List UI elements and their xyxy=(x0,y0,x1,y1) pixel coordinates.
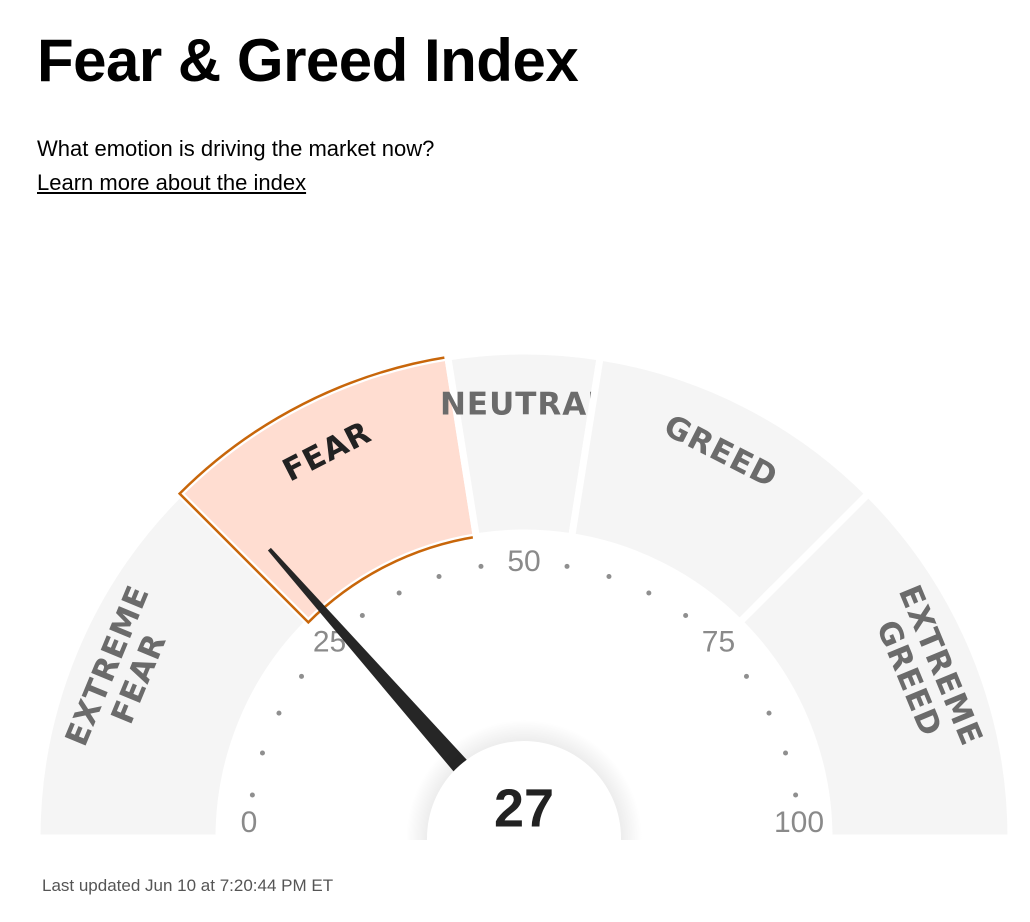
tick-label: 75 xyxy=(702,625,735,658)
center-disc xyxy=(427,741,621,840)
minor-tick-dot xyxy=(646,590,652,596)
title: Fear & Greed Index xyxy=(37,27,579,94)
minor-tick-dot xyxy=(683,613,689,619)
minor-tick-dot xyxy=(436,573,442,579)
footer: Last updated Jun 10 at 7:20:44 PM ET xyxy=(42,876,334,895)
minor-tick-dot xyxy=(606,573,612,579)
needle xyxy=(267,547,473,778)
minor-tick-dot xyxy=(249,792,255,798)
gauge-segment xyxy=(734,488,1015,840)
minor-tick-dot xyxy=(783,750,789,756)
minor-tick-dot xyxy=(793,792,799,798)
minor-tick-dot xyxy=(478,563,484,569)
tick-label: 100 xyxy=(774,806,824,839)
minor-tick-dot xyxy=(396,590,402,596)
minor-tick-dot xyxy=(743,673,749,679)
value-label: 27 xyxy=(494,778,554,838)
tick-label: 0 xyxy=(241,806,258,839)
minor-tick-dot xyxy=(766,710,772,716)
gauge-body: EXTREMEFEARFEARNEUTRALGREEDEXTREMEGREED0… xyxy=(33,347,1015,840)
tick-label: 50 xyxy=(507,545,540,578)
segment-label-line: NEUTRAL xyxy=(440,387,608,423)
subtitle: What emotion is driving the market now? xyxy=(37,136,435,161)
segment-label: NEUTRAL xyxy=(440,387,608,423)
minor-tick-dot xyxy=(564,563,570,569)
minor-tick-dot xyxy=(299,673,305,679)
learn-more-link[interactable]: Learn more about the index xyxy=(37,170,307,195)
minor-tick-dot xyxy=(259,750,265,756)
minor-tick-dot xyxy=(276,710,282,716)
minor-tick-dot xyxy=(359,613,365,619)
